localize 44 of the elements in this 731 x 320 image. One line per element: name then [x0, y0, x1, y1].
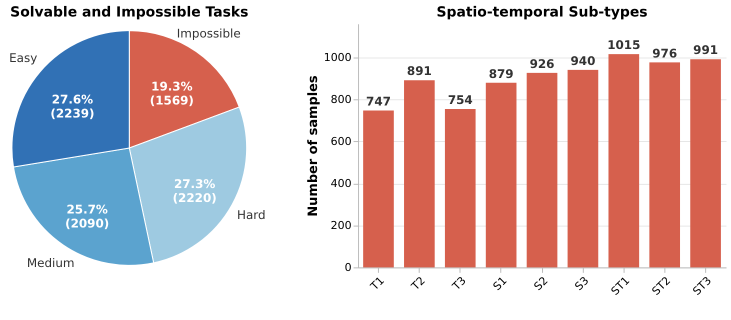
- bar: [690, 59, 721, 268]
- y-tick-label: 800: [330, 92, 352, 106]
- y-axis-title: Number of samples: [306, 75, 321, 217]
- x-tick-label: ST1: [608, 274, 632, 298]
- data-label: 976: [652, 46, 678, 60]
- bar: [486, 82, 516, 268]
- x-tick-label: S3: [572, 274, 592, 294]
- slice-label: Medium: [26, 256, 75, 270]
- x-tick-label: ST2: [649, 274, 674, 298]
- x-tick-label: T2: [408, 274, 428, 294]
- data-label: 747: [366, 94, 391, 108]
- y-tick-label: 600: [330, 134, 352, 148]
- data-label: 991: [693, 43, 718, 58]
- data-label: 940: [570, 54, 596, 68]
- bar: [363, 110, 394, 268]
- data-label: 926: [530, 56, 554, 71]
- bar: [444, 108, 476, 268]
- slice-label: Easy: [9, 50, 38, 65]
- y-tick-label: 400: [330, 176, 352, 190]
- x-tick-label: T3: [449, 274, 469, 294]
- x-tick-label: S1: [490, 274, 510, 294]
- data-label: 25.7% (2090): [65, 202, 110, 230]
- data-label: 891: [406, 64, 432, 78]
- y-tick-label: 1000: [324, 50, 352, 64]
- bar: [404, 80, 435, 268]
- bar: [608, 54, 640, 268]
- x-tick-label: T1: [367, 274, 387, 294]
- data-label: 27.3% (2220): [172, 176, 217, 205]
- data-label: 754: [448, 93, 473, 108]
- data-label: 1015: [607, 38, 640, 52]
- bar: [568, 70, 598, 268]
- slice-label: Hard: [237, 208, 266, 222]
- bar: [649, 62, 680, 268]
- slice-label: Impossible: [176, 26, 241, 41]
- y-tick-label: 200: [330, 218, 352, 232]
- chart-title: Spatio-temporal Sub-types: [436, 4, 648, 21]
- data-label: 879: [488, 66, 514, 81]
- data-label: 19.3% (1569): [150, 80, 194, 108]
- bar: [526, 72, 558, 268]
- x-tick-label: S2: [531, 274, 550, 294]
- y-tick-label: 0: [344, 260, 352, 274]
- chart-title: Solvable and Impossible Tasks: [10, 4, 248, 21]
- x-tick-label: ST3: [690, 274, 714, 298]
- data-label: 27.6% (2239): [50, 92, 94, 121]
